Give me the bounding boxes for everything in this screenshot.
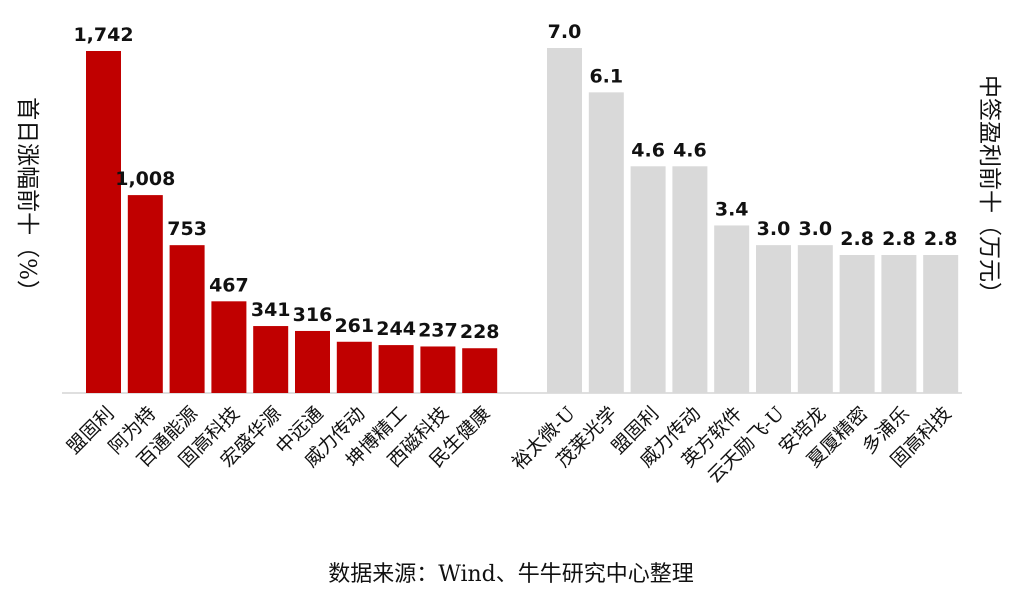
right-value-label-4: 3.4	[715, 198, 749, 220]
right-value-label-9: 2.8	[924, 228, 958, 250]
left-bar-2	[169, 245, 205, 393]
right-bar-3	[672, 166, 708, 393]
left-bar-3	[211, 301, 247, 393]
right-bar-2	[630, 166, 666, 393]
right-value-label-1: 6.1	[589, 65, 623, 87]
left-bar-series: 1,742盟固利1,008阿为特753百通能源467固高科技341宏盛华源316…	[63, 24, 500, 472]
right-bar-4	[714, 225, 750, 393]
left-value-label-3: 467	[209, 274, 249, 296]
left-value-label-8: 237	[418, 319, 458, 341]
left-bar-4	[253, 326, 289, 393]
left-value-label-1: 1,008	[115, 168, 175, 190]
right-bar-5	[756, 245, 791, 393]
right-value-label-7: 2.8	[840, 228, 874, 250]
left-value-label-4: 341	[251, 299, 291, 321]
left-value-label-6: 261	[334, 315, 374, 337]
left-value-label-9: 228	[460, 321, 500, 343]
right-value-label-5: 3.0	[757, 218, 791, 240]
left-value-label-7: 244	[376, 318, 416, 340]
left-bar-5	[295, 330, 330, 393]
right-bar-series: 7.0裕太微-U6.1茂莱光学4.6盟固利4.6威力传动3.4英方软件3.0云天…	[508, 21, 959, 488]
right-bar-1	[588, 92, 624, 393]
source-note: 数据来源：Wind、牛牛研究中心整理	[328, 562, 694, 587]
left-bar-0	[86, 51, 121, 393]
left-axis-label: 首日涨幅前十（%）	[14, 97, 40, 303]
right-bar-6	[797, 245, 833, 393]
left-bar-1	[127, 195, 163, 393]
left-value-label-0: 1,742	[73, 24, 133, 46]
left-value-label-5: 316	[293, 304, 333, 326]
left-category-label-0: 盟固利	[63, 403, 119, 459]
right-value-label-6: 3.0	[798, 218, 832, 240]
left-bar-8	[420, 346, 456, 393]
right-value-label-8: 2.8	[882, 228, 916, 250]
left-bar-6	[336, 341, 372, 393]
right-value-label-0: 7.0	[548, 21, 582, 43]
right-bar-7	[839, 255, 875, 393]
left-value-label-2: 753	[167, 218, 207, 240]
right-value-label-3: 4.6	[673, 139, 707, 161]
left-bar-7	[378, 345, 414, 393]
right-bar-0	[547, 48, 582, 393]
right-axis-label: 中签盈利前十（万元）	[976, 75, 1002, 305]
left-bar-9	[462, 348, 498, 393]
right-value-label-2: 4.6	[631, 139, 665, 161]
right-bar-8	[881, 255, 917, 393]
right-bar-9	[923, 255, 959, 393]
